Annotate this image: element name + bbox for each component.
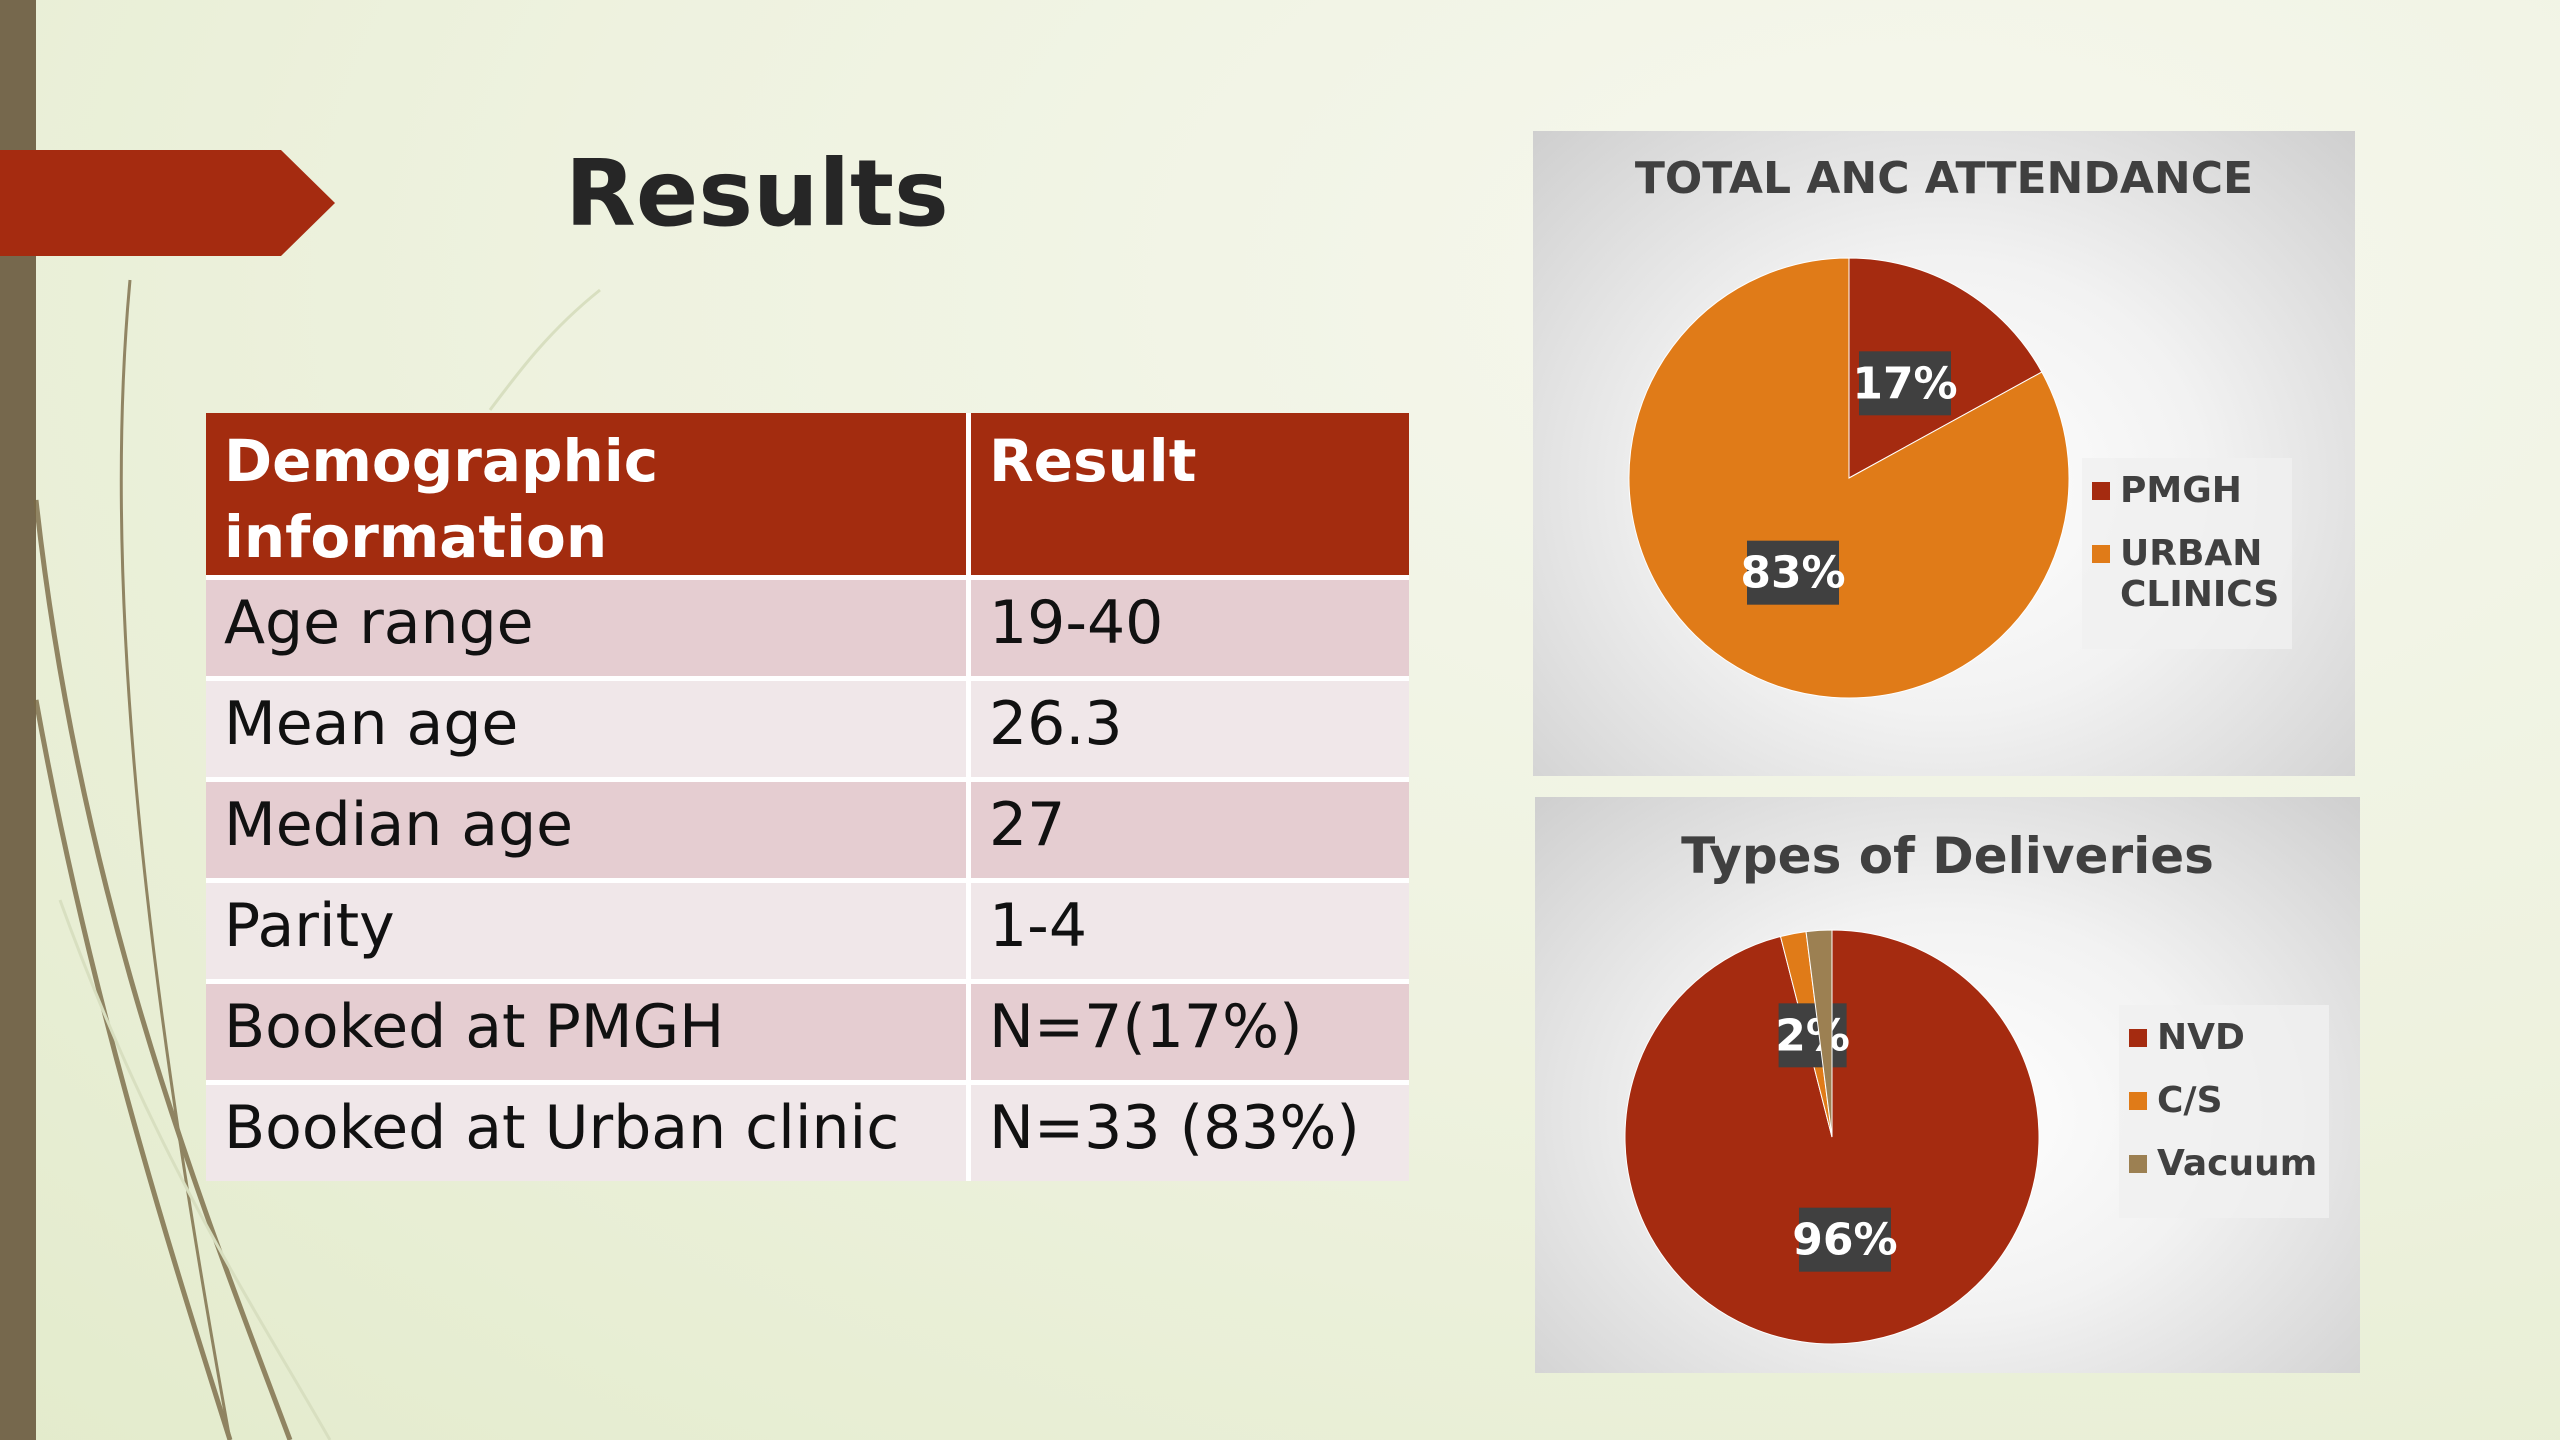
table-cell: 19-40: [966, 575, 1409, 679]
table-row: Booked at Urban clinic N=33 (83%): [206, 1080, 1409, 1181]
legend-swatch: [2129, 1029, 2147, 1047]
table-cell: 27: [966, 777, 1409, 881]
data-label: 96%: [1792, 1207, 1898, 1272]
data-label-text: 83%: [1740, 548, 1845, 599]
chart-2: Types of Deliveries 96% 2% NVD C/S Vacuum: [1535, 797, 2360, 1373]
table-cell: Age range: [206, 575, 969, 679]
header-cell: Demographic information: [206, 413, 969, 578]
legend-item: C/S: [2129, 1080, 2319, 1121]
legend: PMGH URBAN CLINICS: [2082, 458, 2292, 649]
legend-item: NVD: [2129, 1017, 2319, 1058]
legend-label: Vacuum: [2157, 1143, 2318, 1184]
legend-swatch: [2129, 1155, 2147, 1173]
table-cell: Median age: [206, 777, 969, 881]
legend-label: NVD: [2157, 1017, 2245, 1058]
table-row: Parity 1-4: [206, 878, 1409, 982]
legend-label: C/S: [2157, 1080, 2223, 1121]
table-cell: 1-4: [966, 878, 1409, 982]
legend-swatch: [2129, 1092, 2147, 1110]
data-label-box: [1798, 1207, 1891, 1272]
table-header: Demographic information Result: [206, 413, 1409, 578]
slide-title: Results: [565, 140, 949, 247]
data-label-text: 17%: [1852, 358, 1957, 409]
data-label-box: [1747, 540, 1840, 605]
table-cell: N=7(17%): [966, 979, 1409, 1083]
pie: 17% 83%: [1628, 257, 2070, 699]
pie-slice: [1628, 257, 2070, 699]
table-cell: Booked at Urban clinic: [206, 1080, 969, 1181]
legend-swatch: [2092, 545, 2110, 563]
legend-item: PMGH: [2092, 470, 2282, 511]
table-cell: Booked at PMGH: [206, 979, 969, 1083]
data-label: 83%: [1740, 540, 1846, 605]
legend-label: URBAN CLINICS: [2120, 533, 2280, 615]
chart-1: TOTAL ANC ATTENDANCE 17% 83% PMGH URBAN CLI…: [1533, 131, 2355, 776]
table-cell: 26.3: [966, 676, 1409, 780]
legend-label: PMGH: [2120, 470, 2242, 511]
table-row: Mean age 26.3: [206, 676, 1409, 780]
pie-slice: [1805, 929, 1833, 1138]
table-row: Booked at PMGH N=7(17%): [206, 979, 1409, 1083]
data-label-box: [1778, 1003, 1847, 1068]
data-label-text: 2%: [1775, 1010, 1850, 1061]
table-cell: Mean age: [206, 676, 969, 780]
data-label-text: 96%: [1792, 1215, 1897, 1266]
data-label: 2%: [1775, 1003, 1850, 1068]
header-cell: Result: [966, 413, 1409, 578]
data-label: 17%: [1852, 351, 1958, 416]
legend-swatch: [2092, 482, 2110, 500]
pie: 96% 2%: [1624, 929, 2040, 1345]
legend-item: Vacuum: [2129, 1143, 2319, 1184]
table-cell: Parity: [206, 878, 969, 982]
table-row: Median age 27: [206, 777, 1409, 881]
table-row: Age range 19-40: [206, 575, 1409, 679]
data-label-box: [1858, 351, 1951, 416]
table: Demographic information Result Age range…: [206, 413, 1409, 1181]
chart-title: TOTAL ANC ATTENDANCE: [1634, 153, 2254, 204]
chart-title: Types of Deliveries: [1681, 827, 2214, 885]
legend-item: URBAN CLINICS: [2092, 533, 2282, 615]
legend: NVD C/S Vacuum: [2119, 1005, 2329, 1218]
table-cell: N=33 (83%): [966, 1080, 1409, 1181]
